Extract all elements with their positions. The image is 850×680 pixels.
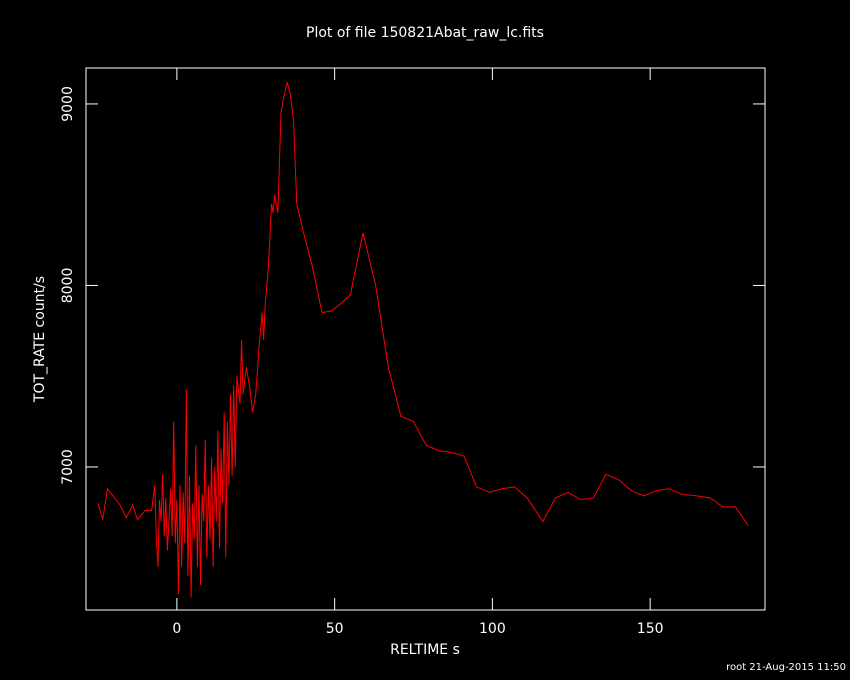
x-axis-label: RELTIME s [390,642,460,658]
x-tick-label: 100 [479,621,506,637]
y-tick-label: 7000 [60,449,76,485]
x-tick-label: 0 [172,621,181,637]
y-tick-label: 8000 [60,268,76,304]
plot-frame [85,67,766,611]
light-curve [97,82,749,598]
footer: root 21-Aug-2015 11:50 [726,662,846,673]
y-axis-label: TOT_RATE count/s [32,276,48,403]
chart-title: Plot of file 150821Abat_raw_lc.fits [306,25,544,41]
x-tick-label: 150 [637,621,664,637]
y-tick-label: 9000 [60,86,76,122]
x-tick-label: 50 [326,621,344,637]
